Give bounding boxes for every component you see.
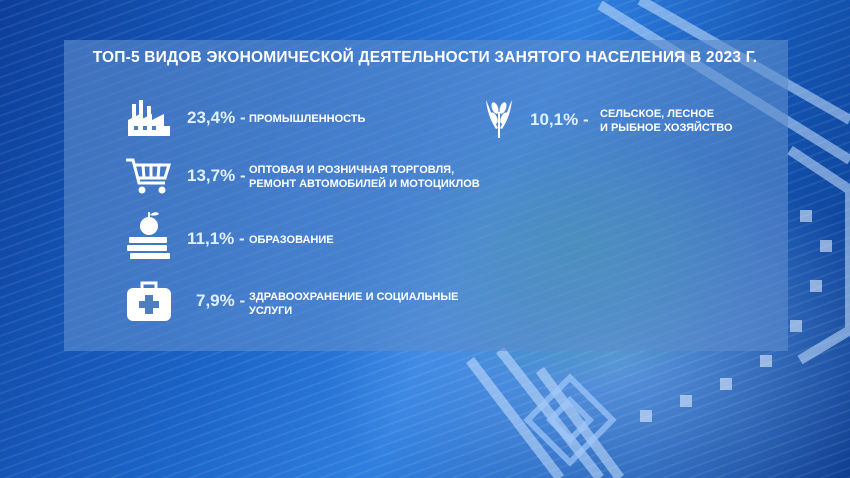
category-label: ОПТОВАЯ И РОЗНИЧНАЯ ТОРГОВЛЯ, РЕМОНТ АВТ… xyxy=(249,164,480,190)
category-label: ЗДРАВООХРАНЕНИЕ И СОЦИАЛЬНЫЕ УСЛУГИ xyxy=(249,291,459,317)
category-label: ОБРАЗОВАНИЕ xyxy=(249,234,334,246)
value-label: 10,1% - xyxy=(530,110,589,129)
value-label: 11,1% - xyxy=(187,229,245,248)
value-label: 23,4% - xyxy=(187,108,246,127)
value-label: 13,7% - xyxy=(187,166,246,185)
value-label: 7,9% - xyxy=(196,291,246,310)
medical-kit-icon xyxy=(127,281,171,321)
infographic-panel xyxy=(64,40,788,351)
shopping-cart-icon xyxy=(126,158,171,194)
category-label: СЕЛЬСКОЕ, ЛЕСНОЕ И РЫБНОЕ ХОЗЯЙСТВО xyxy=(600,108,733,134)
factory-icon xyxy=(128,100,170,136)
books-apple-icon xyxy=(127,212,170,259)
wheat-icon xyxy=(486,100,512,138)
chart-title: ТОП-5 ВИДОВ ЭКОНОМИЧЕСКОЙ ДЕЯТЕЛЬНОСТИ З… xyxy=(92,49,758,66)
category-label: ПРОМЫШЛЕННОСТЬ xyxy=(249,113,366,125)
